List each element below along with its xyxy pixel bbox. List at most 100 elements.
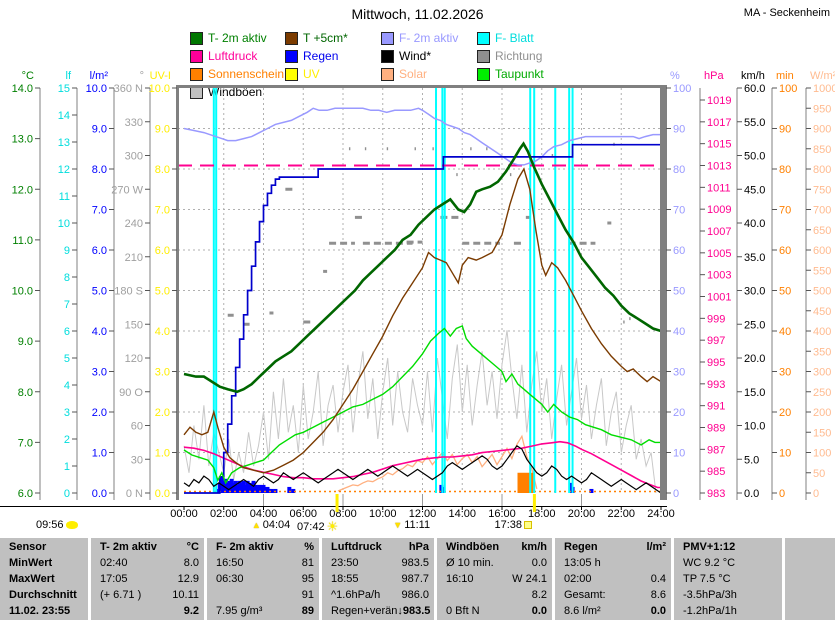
legend-swatch-icon — [285, 49, 298, 63]
axis-tick-label: 0.0 — [744, 488, 759, 500]
axis-tick-label: 550 — [813, 265, 831, 277]
table-cell: 23:50 — [331, 557, 359, 569]
legend-item-t-5cm: T +5cm* — [285, 29, 381, 47]
table-cell: 8.0 — [183, 557, 199, 569]
axis-tick-label: 120 — [125, 353, 143, 365]
marker-time-label: 07:42 — [297, 521, 325, 533]
series-regen-summe — [184, 143, 661, 494]
legend-swatch-icon — [190, 67, 203, 81]
table-row: WC 9.2 °C — [674, 555, 782, 571]
table-row: ^1.6hPa/h 986.0 — [322, 587, 434, 603]
axis-tick-label: 30.0 — [744, 286, 765, 298]
table-cell: 18:55 — [331, 573, 359, 585]
axis-tick-label: 0 — [813, 488, 819, 500]
table-cell: (+ 6.71 ) — [100, 589, 142, 601]
axis-tick-label: 50 — [813, 468, 825, 480]
axis-tick-label: 90 O — [119, 387, 143, 399]
table-cell: ^1.6hPa/h — [331, 589, 381, 601]
series-regen-bars — [215, 476, 594, 493]
axis-tick-label: 60 — [131, 421, 143, 433]
axis-tick-label: 8.0 — [155, 164, 170, 176]
table-cell: -1.2hPa/1h — [683, 605, 737, 617]
marker-time-label: 04:04 — [262, 519, 291, 531]
plot-border-right — [660, 85, 667, 500]
table-row: T- 2m aktiv °C — [91, 539, 204, 555]
time-tick-label: 24:00 — [647, 508, 675, 520]
legend-label: Taupunkt — [495, 67, 544, 81]
table-cell: MaxWert — [9, 573, 55, 585]
legend-item-solar: Solar — [381, 65, 477, 83]
axis-unit-label: UV-I — [150, 70, 171, 82]
series-windboeen — [183, 330, 657, 494]
legend-label: Wind* — [399, 49, 432, 63]
time-tick-label: 02:00 — [210, 508, 238, 520]
table-row: F- 2m aktiv% — [207, 539, 319, 555]
axis-tick-label: 11 — [59, 191, 70, 203]
axis-tick-label: 60.0 — [744, 83, 765, 95]
table-cell: l/m² — [646, 541, 666, 553]
axis-tick-label: 500 — [813, 286, 831, 298]
legend-swatch-icon — [477, 31, 490, 45]
axis-tick-label: 3.0 — [92, 367, 107, 379]
legend-label: T- 2m aktiv — [208, 31, 267, 45]
axis-unit-label: lf — [66, 70, 72, 82]
series-t-2m — [183, 141, 662, 394]
table-cell: hPa — [408, 541, 429, 553]
axis-min: min 0 10 20 30 40 50 60 70 80 90 100 — [771, 70, 797, 500]
axis-tick-label: 850 — [813, 144, 831, 156]
axis-tick-label: 9.0 — [155, 124, 170, 136]
station-name: MA - Seckenheim — [743, 7, 830, 19]
axis-tick-label: 14 — [58, 110, 70, 122]
table-cell: 16:10 — [446, 573, 474, 585]
table-cell: 13:05 h — [564, 557, 601, 569]
table-cell: 8.6 l/m² — [564, 605, 601, 617]
axis-tick-label: 750 — [813, 184, 831, 196]
legend-item-wind: Wind* — [381, 47, 477, 65]
axis-tick-label: 80 — [673, 164, 685, 176]
time-tick-label: 00:00 — [170, 508, 198, 520]
axis-tick-label: 6.0 — [155, 245, 170, 257]
axis-tick-label: 1.0 — [155, 448, 170, 460]
legend-item-f-blatt: F- Blatt — [477, 29, 573, 47]
legend-label: F- 2m aktiv — [399, 31, 459, 45]
table-row: Durchschnitt — [0, 587, 88, 603]
legend-label: Sonnenschein — [208, 67, 285, 81]
axis-tick-label: 9.0 — [18, 336, 33, 348]
axis-tick-label: 1001 — [707, 292, 731, 304]
axis-tick-label: 10 — [673, 448, 685, 460]
axis-tick-label: 2 — [64, 434, 70, 446]
rain-bar — [589, 488, 594, 493]
table-row: Luftdruck hPa — [322, 539, 434, 555]
table-cell: % — [304, 541, 314, 553]
axis-tick-label: 9.0 — [92, 124, 107, 136]
axis-tick-label: 50 — [779, 286, 791, 298]
table-cell: T- 2m aktiv — [100, 541, 157, 553]
axis-tick-label: 650 — [813, 225, 831, 237]
sun-moon-marker-07-42: 07:42 ☀ — [297, 519, 338, 535]
legend-label: F- Blatt — [495, 31, 534, 45]
legend-swatch-icon — [381, 31, 394, 45]
legend-swatch-icon — [285, 67, 298, 81]
axis-tick-label: 100 — [779, 83, 797, 95]
table-cell: km/h — [521, 541, 547, 553]
legend-swatch-icon — [190, 31, 203, 45]
chart-plot-area: 00:00 02:00 04:00 06:00 08:00 10:00 12:00 14:00… — [0, 70, 835, 520]
legend-item-t-2m-aktiv: T- 2m aktiv — [190, 29, 285, 47]
table-col-sensor: Sensor MinWert MaxWert Durchschnitt 11.02. 2… — [0, 538, 88, 620]
axis-tick-label: 6.0 — [18, 488, 33, 500]
axis-tick-label: 10.0 — [86, 83, 107, 95]
table-cell: Windböen — [446, 541, 500, 553]
axis-tick-label: 0 N — [126, 488, 143, 500]
sun-moon-annotations: 09:56 ▲ 04:04 07:42 ☀ ▼ 11:11 17:38 — [0, 519, 835, 535]
axis-tick-label: 45.0 — [744, 184, 765, 196]
axis-tick-label: 983 — [707, 488, 725, 500]
table-cell: 7.95 g/m³ — [216, 605, 263, 617]
table-cell: Regen+verän↓ — [331, 605, 403, 617]
legend-label: UV — [303, 67, 320, 81]
table-cell: Luftdruck — [331, 541, 382, 553]
axis-tick-label: 40 — [673, 326, 685, 338]
legend-label: Windböen — [208, 85, 263, 99]
rain-bar — [287, 486, 292, 493]
axis-tick-label: 1.0 — [92, 448, 107, 460]
axis-tick-label: 8 — [64, 272, 70, 284]
